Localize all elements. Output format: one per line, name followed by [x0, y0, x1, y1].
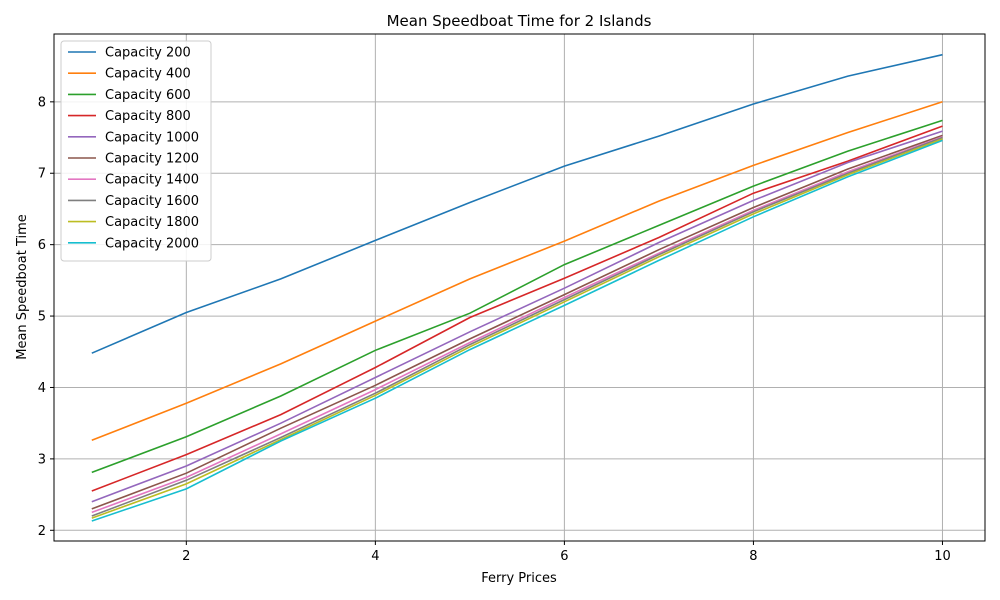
- series-line-5: [91, 130, 943, 503]
- x-axis-title: Ferry Prices: [481, 571, 557, 586]
- y-axis-title: Mean Speedboat Time: [15, 214, 30, 360]
- legend-label-5: Capacity 1000: [105, 130, 199, 145]
- series-line-6: [91, 134, 943, 510]
- y-tick-label: 8: [38, 95, 46, 110]
- chart-title: Mean Speedboat Time for 2 Islands: [387, 12, 652, 30]
- legend-label-1: Capacity 200: [105, 46, 191, 61]
- legend-label-7: Capacity 1400: [105, 173, 199, 188]
- y-tick-label: 4: [38, 381, 46, 396]
- legend-box: [60, 40, 212, 262]
- legend-label-3: Capacity 600: [105, 88, 191, 103]
- y-tick-label: 6: [38, 238, 46, 253]
- legend-label-6: Capacity 1200: [105, 152, 199, 167]
- series-line-10: [91, 139, 943, 522]
- series-line-9: [91, 138, 943, 519]
- y-tick-label: 5: [38, 310, 46, 325]
- x-tick-label: 8: [749, 549, 757, 564]
- legend: Capacity 200 Capacity 400 Capacity 600 Capa…: [60, 40, 212, 262]
- legend-label-8: Capacity 1600: [105, 194, 199, 209]
- y-tick-label: 2: [38, 524, 46, 539]
- x-tick-label: 4: [371, 549, 379, 564]
- series-line-2: [91, 101, 943, 442]
- axes-frame: [53, 33, 986, 542]
- y-tick-label: 7: [38, 167, 46, 182]
- legend-label-2: Capacity 400: [105, 67, 191, 82]
- x-tick-label: 10: [934, 549, 951, 564]
- legend-label-10: Capacity 2000: [105, 236, 199, 251]
- series-line-1: [91, 53, 943, 354]
- legend-label-9: Capacity 1800: [105, 215, 199, 230]
- series-line-8: [91, 136, 943, 517]
- series-line-3: [91, 119, 943, 474]
- series-line-4: [91, 125, 943, 492]
- series-line-7: [91, 136, 943, 514]
- x-tick-label: 6: [560, 549, 568, 564]
- x-tick-label: 2: [182, 549, 190, 564]
- legend-label-4: Capacity 800: [105, 109, 191, 124]
- y-tick-label: 3: [38, 452, 46, 467]
